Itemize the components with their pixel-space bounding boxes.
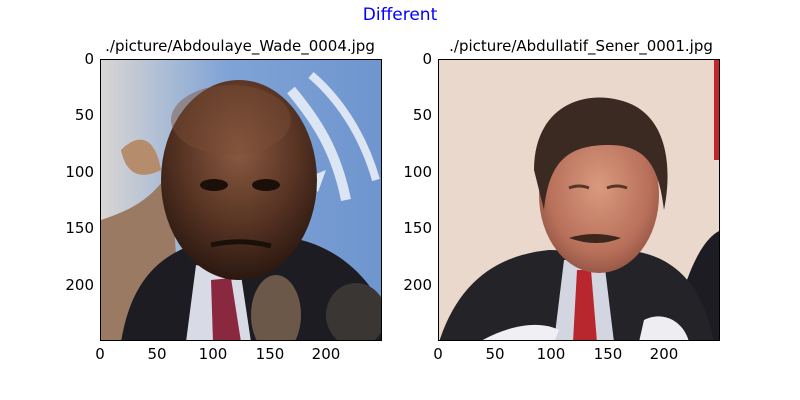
- y-tick-label: 100: [65, 163, 94, 181]
- x-tick-label: 150: [255, 345, 285, 363]
- figure-title: Different: [362, 5, 438, 25]
- y-tick-label: 200: [403, 276, 432, 294]
- y-tick-label: 50: [412, 106, 432, 124]
- image-axes-left: [100, 59, 382, 341]
- y-tick-label: 200: [65, 276, 94, 294]
- x-tick-label: 0: [95, 345, 105, 363]
- y-tick-label: 150: [403, 219, 432, 237]
- x-tick-label: 200: [311, 345, 341, 363]
- x-tick-label: 200: [649, 345, 679, 363]
- x-tick-label: 50: [147, 345, 167, 363]
- x-tick-label: 150: [593, 345, 623, 363]
- x-tick-label: 100: [536, 345, 566, 363]
- x-tick-label: 50: [485, 345, 505, 363]
- y-tick-label: 150: [65, 219, 94, 237]
- panel-title-left: ./picture/Abdoulaye_Wade_0004.jpg: [105, 37, 375, 55]
- face-photo-right: [439, 60, 719, 340]
- x-tick-label: 0: [433, 345, 443, 363]
- panel-title-right: ./picture/Abdullatif_Sener_0001.jpg: [449, 37, 713, 55]
- y-tick-label: 50: [74, 106, 94, 124]
- x-tick-label: 100: [198, 345, 228, 363]
- image-axes-right: [438, 59, 720, 341]
- y-tick-label: 0: [84, 50, 94, 68]
- face-photo-left: [101, 60, 381, 340]
- y-tick-label: 100: [403, 163, 432, 181]
- y-tick-label: 0: [422, 50, 432, 68]
